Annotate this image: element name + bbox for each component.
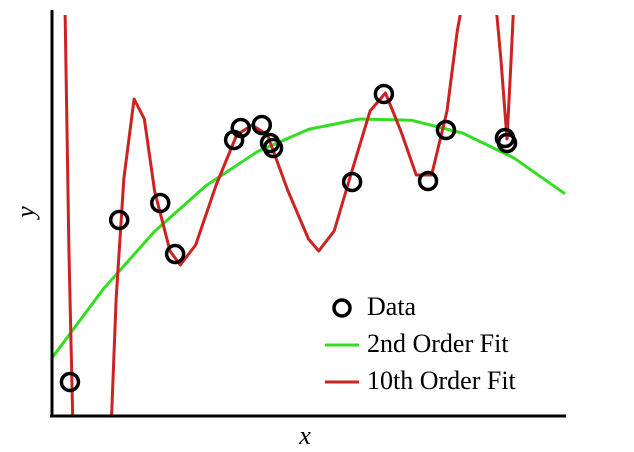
data-point — [496, 132, 518, 154]
legend: Data 2nd Order Fit 10th Order Fit — [325, 292, 517, 395]
data-point — [164, 243, 186, 265]
x-axis-label: x — [298, 421, 311, 450]
data-point — [108, 209, 130, 231]
data-point — [59, 371, 81, 393]
data-point — [417, 170, 439, 192]
data-point — [149, 192, 171, 214]
fit-line — [52, 117, 566, 359]
fit-line — [63, 15, 515, 415]
data-point — [435, 119, 457, 141]
y-axis-label: y — [11, 206, 40, 221]
data-point — [230, 117, 252, 139]
data-point — [251, 114, 273, 136]
legend-marker — [332, 298, 352, 318]
data-point — [373, 83, 395, 105]
data-point — [262, 137, 284, 159]
legend-label: 2nd Order Fit — [367, 329, 509, 358]
plot-area — [52, 15, 566, 415]
legend-label: 10th Order Fit — [367, 366, 517, 395]
data-point — [341, 171, 363, 193]
legend-label: Data — [367, 292, 417, 321]
